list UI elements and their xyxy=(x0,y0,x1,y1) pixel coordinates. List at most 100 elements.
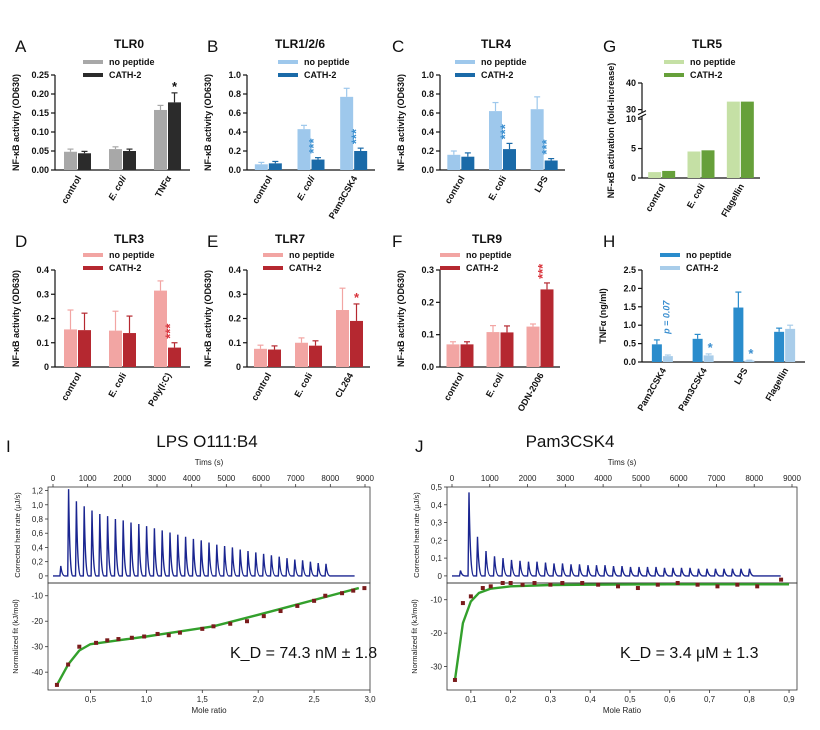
data-point xyxy=(278,609,283,614)
bar xyxy=(168,347,181,367)
y-tick-label: 0.3 xyxy=(421,265,434,275)
bar xyxy=(446,344,460,367)
y-tick-label: 0.10 xyxy=(31,127,49,137)
x-tick-label: 0,5 xyxy=(624,695,636,704)
x-tick-label: E. coli xyxy=(486,174,508,202)
significance-label: *** xyxy=(163,323,178,339)
bar xyxy=(486,332,500,367)
data-point xyxy=(695,582,700,587)
bar xyxy=(703,355,714,362)
legend-label: CATH-2 xyxy=(289,263,321,273)
bar xyxy=(733,307,744,362)
bar xyxy=(268,163,282,170)
bar xyxy=(744,360,755,362)
y-axis-label: NF-κB activity (OD630) xyxy=(396,74,406,171)
bar xyxy=(774,331,785,362)
y-tick-label: 1,2 xyxy=(32,487,44,496)
y-axis-label: NF-κB activation (fold-increase) xyxy=(606,63,616,199)
data-point xyxy=(200,626,205,631)
bar xyxy=(64,329,77,367)
data-point xyxy=(362,586,367,591)
y-axis-label: TNFα (ng/ml) xyxy=(598,288,608,344)
fit-line xyxy=(453,583,790,681)
top-y-axis-label: Corrected heat rate (μJ/s) xyxy=(412,492,421,578)
x-tick-label: 6000 xyxy=(670,474,688,483)
x-tick-label: LPS xyxy=(732,366,749,386)
y-tick-label: -30 xyxy=(31,643,43,652)
data-point xyxy=(460,601,465,606)
bar xyxy=(662,356,673,362)
x-tick-label: E. coli xyxy=(685,182,707,210)
y-tick-label: 1.0 xyxy=(421,70,434,80)
panel-letter: G xyxy=(603,37,616,56)
panel-h: H 0.0 0.5 1.0 1.5 2.0 2.5 TNFα (ng/ml) no peptid… xyxy=(598,232,805,413)
bar xyxy=(123,151,136,170)
x-tick-label: Pam3CSK4 xyxy=(676,366,709,413)
y-tick-label: 0.8 xyxy=(421,89,434,99)
data-point xyxy=(155,631,160,636)
data-point xyxy=(177,630,182,635)
panel-title: TLR1/2/6 xyxy=(275,37,325,51)
bar xyxy=(785,328,796,362)
x-tick-label: 7000 xyxy=(708,474,726,483)
data-point xyxy=(596,582,601,587)
legend-swatch xyxy=(664,73,684,77)
bar xyxy=(64,151,77,170)
top-x-axis-label: Tims (s) xyxy=(195,458,224,467)
data-point xyxy=(735,582,740,587)
legend-label: no peptide xyxy=(686,250,732,260)
data-point xyxy=(228,621,233,626)
x-tick-label: 2000 xyxy=(113,474,131,483)
y-tick-label: 0.25 xyxy=(31,70,49,80)
x-tick-label: 0,8 xyxy=(744,695,756,704)
y-tick-label: 10 xyxy=(626,114,636,124)
x-tick-label: Pam2CSK4 xyxy=(635,366,668,413)
bar xyxy=(662,170,676,178)
legend-label: no peptide xyxy=(109,250,155,260)
x-tick-label: E. coli xyxy=(106,371,128,399)
x-tick-label: Pam3CSK4 xyxy=(327,174,360,221)
y-axis-label: NF-κB activity (OD630) xyxy=(11,74,21,171)
data-point xyxy=(54,682,59,687)
significance-label: * xyxy=(172,79,178,94)
legend-swatch xyxy=(263,266,283,270)
panel-a: A TLR0 0.00 0.05 0.10 0.15 0.20 0.25 NF-κB activ… xyxy=(11,37,190,205)
y-tick-label: -30 xyxy=(430,663,442,672)
bar xyxy=(123,333,136,367)
data-point xyxy=(116,637,121,642)
significance-label: *** xyxy=(498,123,513,139)
y-tick-label: 0 xyxy=(236,362,241,372)
y-tick-label: 0.3 xyxy=(228,289,241,299)
panel-f: F TLR9 0.0 0.1 0.2 0.3 NF-κB activity (OD630) n… xyxy=(392,232,560,413)
y-tick-label: 0.4 xyxy=(228,265,241,275)
data-point xyxy=(245,619,250,624)
y-tick-label: 2.5 xyxy=(623,265,636,275)
axis-break-mark xyxy=(637,113,647,119)
legend-label: no peptide xyxy=(289,250,335,260)
bar xyxy=(500,332,514,367)
y-tick-label: 1.0 xyxy=(228,70,241,80)
x-tick-label: 3000 xyxy=(556,474,574,483)
y-tick-label: 0,6 xyxy=(32,529,44,538)
data-point xyxy=(105,638,110,643)
panel-letter: B xyxy=(207,37,218,56)
x-tick-label: 0 xyxy=(51,474,56,483)
data-point xyxy=(560,581,565,585)
x-tick-label: 5000 xyxy=(217,474,235,483)
data-point xyxy=(548,582,553,587)
bar xyxy=(350,320,363,367)
bar xyxy=(336,310,349,367)
legend-label: CATH-2 xyxy=(686,263,718,273)
bar xyxy=(544,160,558,170)
y-tick-label: 0.2 xyxy=(36,314,49,324)
top-y-axis-label: Corrected heat rate (μJ/s) xyxy=(13,492,22,578)
x-tick-label: 5000 xyxy=(632,474,650,483)
y-tick-label: 0.05 xyxy=(31,146,49,156)
data-point xyxy=(351,588,356,593)
panel-letter: A xyxy=(15,37,27,56)
y-tick-label: 2.0 xyxy=(623,283,636,293)
bottom-y-axis-label: Normalized fit (kJ/mol) xyxy=(11,599,20,674)
x-tick-label: ODN-2006 xyxy=(516,371,546,413)
legend-label: no peptide xyxy=(109,57,155,67)
